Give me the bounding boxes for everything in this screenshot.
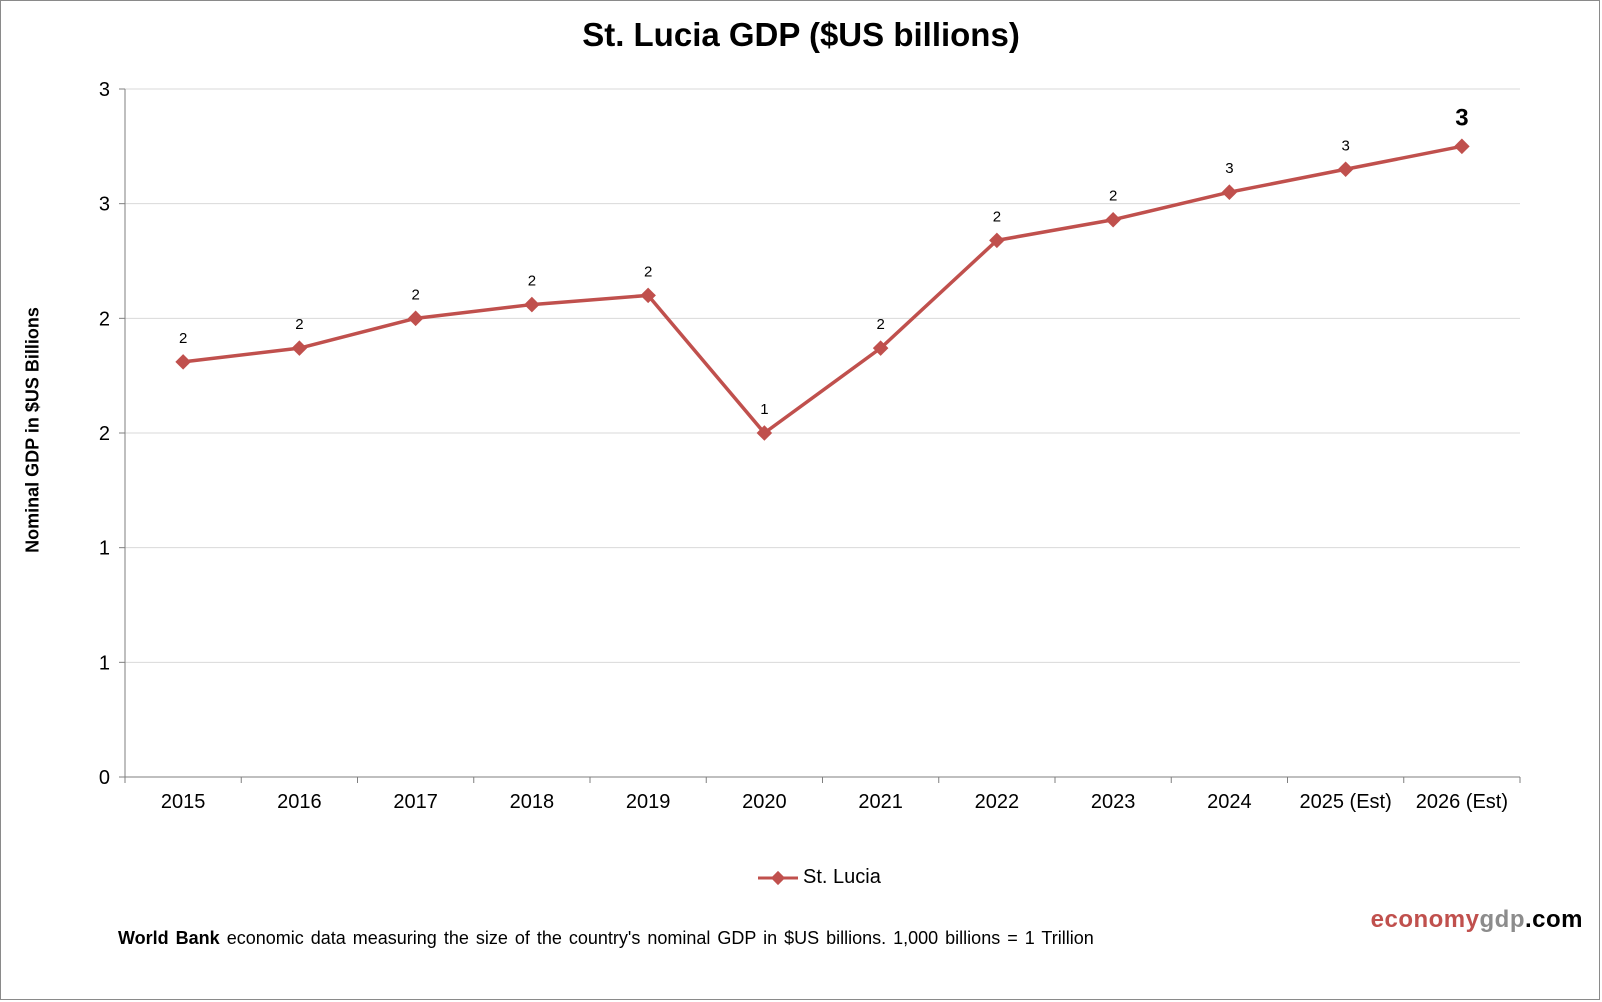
y-tick-label: 1 — [99, 538, 110, 560]
data-point — [1105, 211, 1121, 228]
legend: St. Lucia — [757, 866, 881, 889]
brand-part2: gdp — [1479, 906, 1525, 933]
y-tick-label: 3 — [99, 79, 110, 101]
x-tick-label: 2023 — [1091, 791, 1136, 813]
x-tick-label: 2020 — [742, 791, 787, 813]
x-tick-label: 2019 — [626, 791, 671, 813]
data-label: 2 — [179, 330, 187, 347]
x-tick-label: 2024 — [1207, 791, 1252, 813]
brand-part3: .com — [1524, 906, 1583, 933]
axes — [119, 88, 1521, 783]
x-tick-label: 2017 — [393, 791, 438, 813]
footer-note: World Bank economic data measuring the s… — [118, 928, 1094, 949]
x-tick-label: 2016 — [277, 791, 322, 813]
y-tick-label: 0 — [99, 767, 110, 789]
x-tick-label: 2021 — [858, 791, 903, 813]
data-label: 2 — [295, 316, 303, 333]
x-tick-label: 2015 — [161, 791, 206, 813]
y-tick-label: 2 — [99, 308, 110, 330]
legend-swatch — [758, 870, 798, 885]
x-tick-label: 2022 — [975, 791, 1020, 813]
data-point — [1454, 138, 1470, 155]
x-tick-labels: 2015 2016 2017 2018 2019 2020 2021 2022 2023 2024… — [161, 791, 1508, 813]
y-tick-label: 2 — [99, 423, 110, 445]
y-tick-labels: 0 1 1 2 2 3 3 — [99, 79, 110, 789]
series-line — [182, 144, 1463, 435]
data-point — [524, 296, 540, 313]
chart-title: St. Lucia GDP ($US billions) — [582, 16, 1020, 53]
data-label: 2 — [411, 286, 419, 303]
data-label: 3 — [1341, 137, 1349, 154]
data-point — [291, 340, 308, 356]
data-label: 2 — [993, 208, 1001, 225]
data-point — [175, 354, 191, 370]
footer-text: economic data measuring the size of the … — [226, 928, 1094, 948]
data-label: 1 — [760, 401, 768, 418]
x-tick-label: 2025 (Est) — [1299, 791, 1391, 813]
data-label: 2 — [876, 316, 884, 333]
x-tick-label: 2026 (Est) — [1416, 791, 1508, 813]
footer-source: World Bank — [118, 928, 220, 948]
data-labels: 2 2 2 2 2 1 2 2 2 3 3 3 — [179, 104, 1469, 418]
y-tick-label: 3 — [99, 194, 110, 216]
data-label: 3 — [1225, 160, 1233, 177]
y-tick-label: 1 — [99, 652, 110, 674]
data-label: 2 — [528, 273, 536, 290]
data-label: 2 — [1109, 188, 1117, 205]
data-point — [989, 232, 1005, 249]
data-point — [1337, 161, 1354, 178]
data-point — [407, 310, 424, 327]
series-group — [175, 138, 1470, 441]
x-tick-label: 2018 — [510, 791, 555, 813]
gridlines — [125, 88, 1520, 663]
data-label: 2 — [644, 263, 652, 280]
data-label: 3 — [1455, 104, 1468, 131]
legend-label: St. Lucia — [803, 866, 881, 888]
brand-logo: economygdp.com — [1371, 906, 1583, 934]
data-point — [1221, 184, 1238, 200]
brand-part1: economy — [1370, 906, 1480, 933]
